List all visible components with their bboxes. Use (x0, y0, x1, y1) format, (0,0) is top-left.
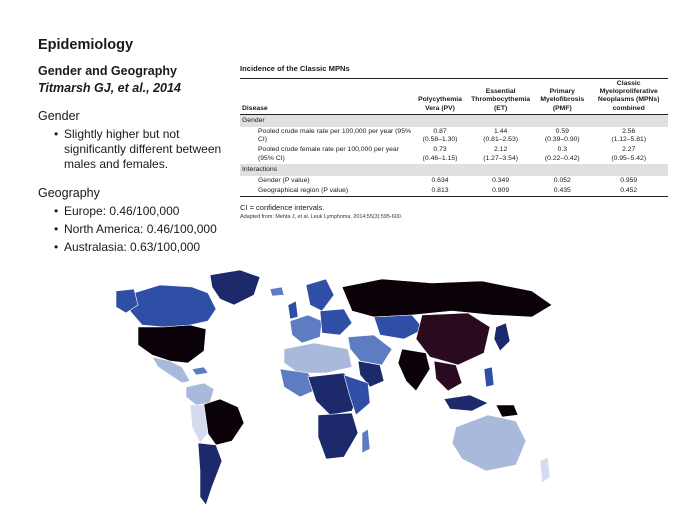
cell-pmf: 0.052 (553, 177, 571, 185)
map-region-alaska (115, 288, 139, 314)
geography-bullet-north-america: North America: 0.46/100,000 (38, 222, 238, 237)
slide-title: Epidemiology (38, 37, 134, 53)
map-region-west-africa (279, 368, 319, 398)
gender-bullet: Slightly higher but not significantly di… (38, 127, 238, 172)
cell-et: 2.12 (1.27–3.54) (483, 146, 518, 162)
map-region-greenland (209, 269, 261, 306)
map-region-southeast-asia (433, 360, 463, 392)
map-region-india (397, 348, 431, 392)
left-panel: Gender and Geography Titmarsh GJ, et al.… (38, 64, 238, 258)
cell-pmf: 0.59 (0.39–0.90) (544, 128, 580, 144)
map-region-new-zealand (539, 456, 551, 484)
map-region-western-europe (289, 314, 323, 344)
map-region-middle-east (347, 334, 393, 366)
map-region-usa (137, 324, 207, 364)
header-mpn-combined: Classic Myeloproliferative Neoplasms (MP… (597, 80, 660, 112)
table-footnote: CI = confidence intervals. (240, 203, 325, 213)
section-row-interactions: Interactions (240, 163, 668, 177)
map-region-scandinavia (305, 278, 335, 312)
table-header-row: Disease Polycythemia Vera (PV) Essential… (240, 78, 668, 115)
row-label: Pooled crude male rate per 100,000 per y… (258, 128, 412, 144)
cell-pv: 0.813 (431, 187, 449, 195)
map-region-indonesia (443, 394, 489, 412)
table-row: Geographical region (P value) 0.813 0.90… (240, 186, 668, 197)
cell-pmf: 0.3 (0.22–0.42) (544, 146, 580, 162)
geography-heading: Geography (38, 186, 100, 200)
cell-pv: 0.73 (0.46–1.15) (422, 146, 458, 162)
map-region-australia (451, 414, 527, 472)
cell-pmf: 0.435 (553, 187, 571, 195)
table-source: Adapted from: Mehta J, et al. Leuk Lymph… (240, 214, 403, 221)
map-region-png (495, 404, 519, 418)
cell-mpn: 0.452 (620, 187, 638, 195)
section-label: Gender (240, 114, 668, 128)
cell-pv: 0.87 (0.58–1.30) (422, 128, 458, 144)
map-region-southern-africa (317, 412, 359, 460)
map-region-canada (129, 284, 217, 328)
subheading: Gender and Geography (38, 64, 177, 78)
map-region-uk (287, 300, 299, 320)
section-label: Interactions (240, 163, 668, 177)
header-disease: Disease (242, 104, 268, 112)
cell-mpn: 0.959 (620, 177, 638, 185)
map-region-north-africa (283, 342, 353, 374)
map-region-japan (493, 322, 511, 352)
map-region-madagascar (361, 428, 371, 454)
geography-bullet-australasia: Australasia: 0.63/100,000 (38, 240, 238, 255)
table-title: Incidence of the Classic MPNs (240, 64, 350, 73)
cell-pv: 0.634 (431, 177, 449, 185)
incidence-table-panel: Incidence of the Classic MPNs Disease Po… (240, 64, 668, 220)
cell-mpn: 2.27 (0.95–5.42) (611, 146, 647, 162)
map-region-east-africa (343, 374, 371, 416)
geography-bullet-europe: Europe: 0.46/100,000 (38, 204, 238, 219)
row-label: Pooled crude female rate per 100,000 per… (258, 146, 399, 162)
map-region-eastern-europe (319, 308, 353, 336)
map-region-russia (341, 278, 553, 318)
table-row: Pooled crude female rate per 100,000 per… (240, 145, 668, 163)
table-row: Gender (P value) 0.634 0.349 0.052 0.959 (240, 176, 668, 186)
section-row-gender: Gender (240, 114, 668, 128)
row-label: Geographical region (P value) (258, 187, 349, 195)
header-et: Essential Thrombocythemia (ET) (471, 88, 531, 112)
header-pv: Polycythemia Vera (PV) (418, 96, 462, 112)
cell-mpn: 2.56 (1.12–5.81) (611, 128, 647, 144)
cell-et: 1.44 (0.81–2.53) (483, 128, 518, 144)
map-region-argentina-chile (197, 442, 223, 506)
row-label: Gender (P value) (258, 177, 310, 185)
cell-et: 0.909 (492, 187, 510, 195)
gender-heading: Gender (38, 109, 80, 123)
map-region-arabia (357, 360, 385, 388)
incidence-table: Disease Polycythemia Vera (PV) Essential… (240, 78, 668, 197)
cell-et: 0.349 (492, 177, 510, 185)
map-region-north-south-america (185, 382, 215, 406)
map-region-iceland (269, 286, 285, 297)
map-region-china (415, 312, 491, 366)
map-region-brazil (201, 398, 245, 446)
header-pmf: Primary Myelofibrosis (PMF) (540, 88, 585, 112)
map-region-peru-bolivia (189, 404, 209, 444)
map-region-mexico (151, 356, 191, 384)
map-region-caribbean (191, 366, 209, 376)
world-choropleth-map (115, 269, 553, 506)
table-row: Pooled crude male rate per 100,000 per y… (240, 127, 668, 145)
map-region-central-asia (373, 314, 425, 340)
citation: Titmarsh GJ, et al., 2014 (38, 81, 181, 95)
map-region-philippines (483, 366, 495, 388)
